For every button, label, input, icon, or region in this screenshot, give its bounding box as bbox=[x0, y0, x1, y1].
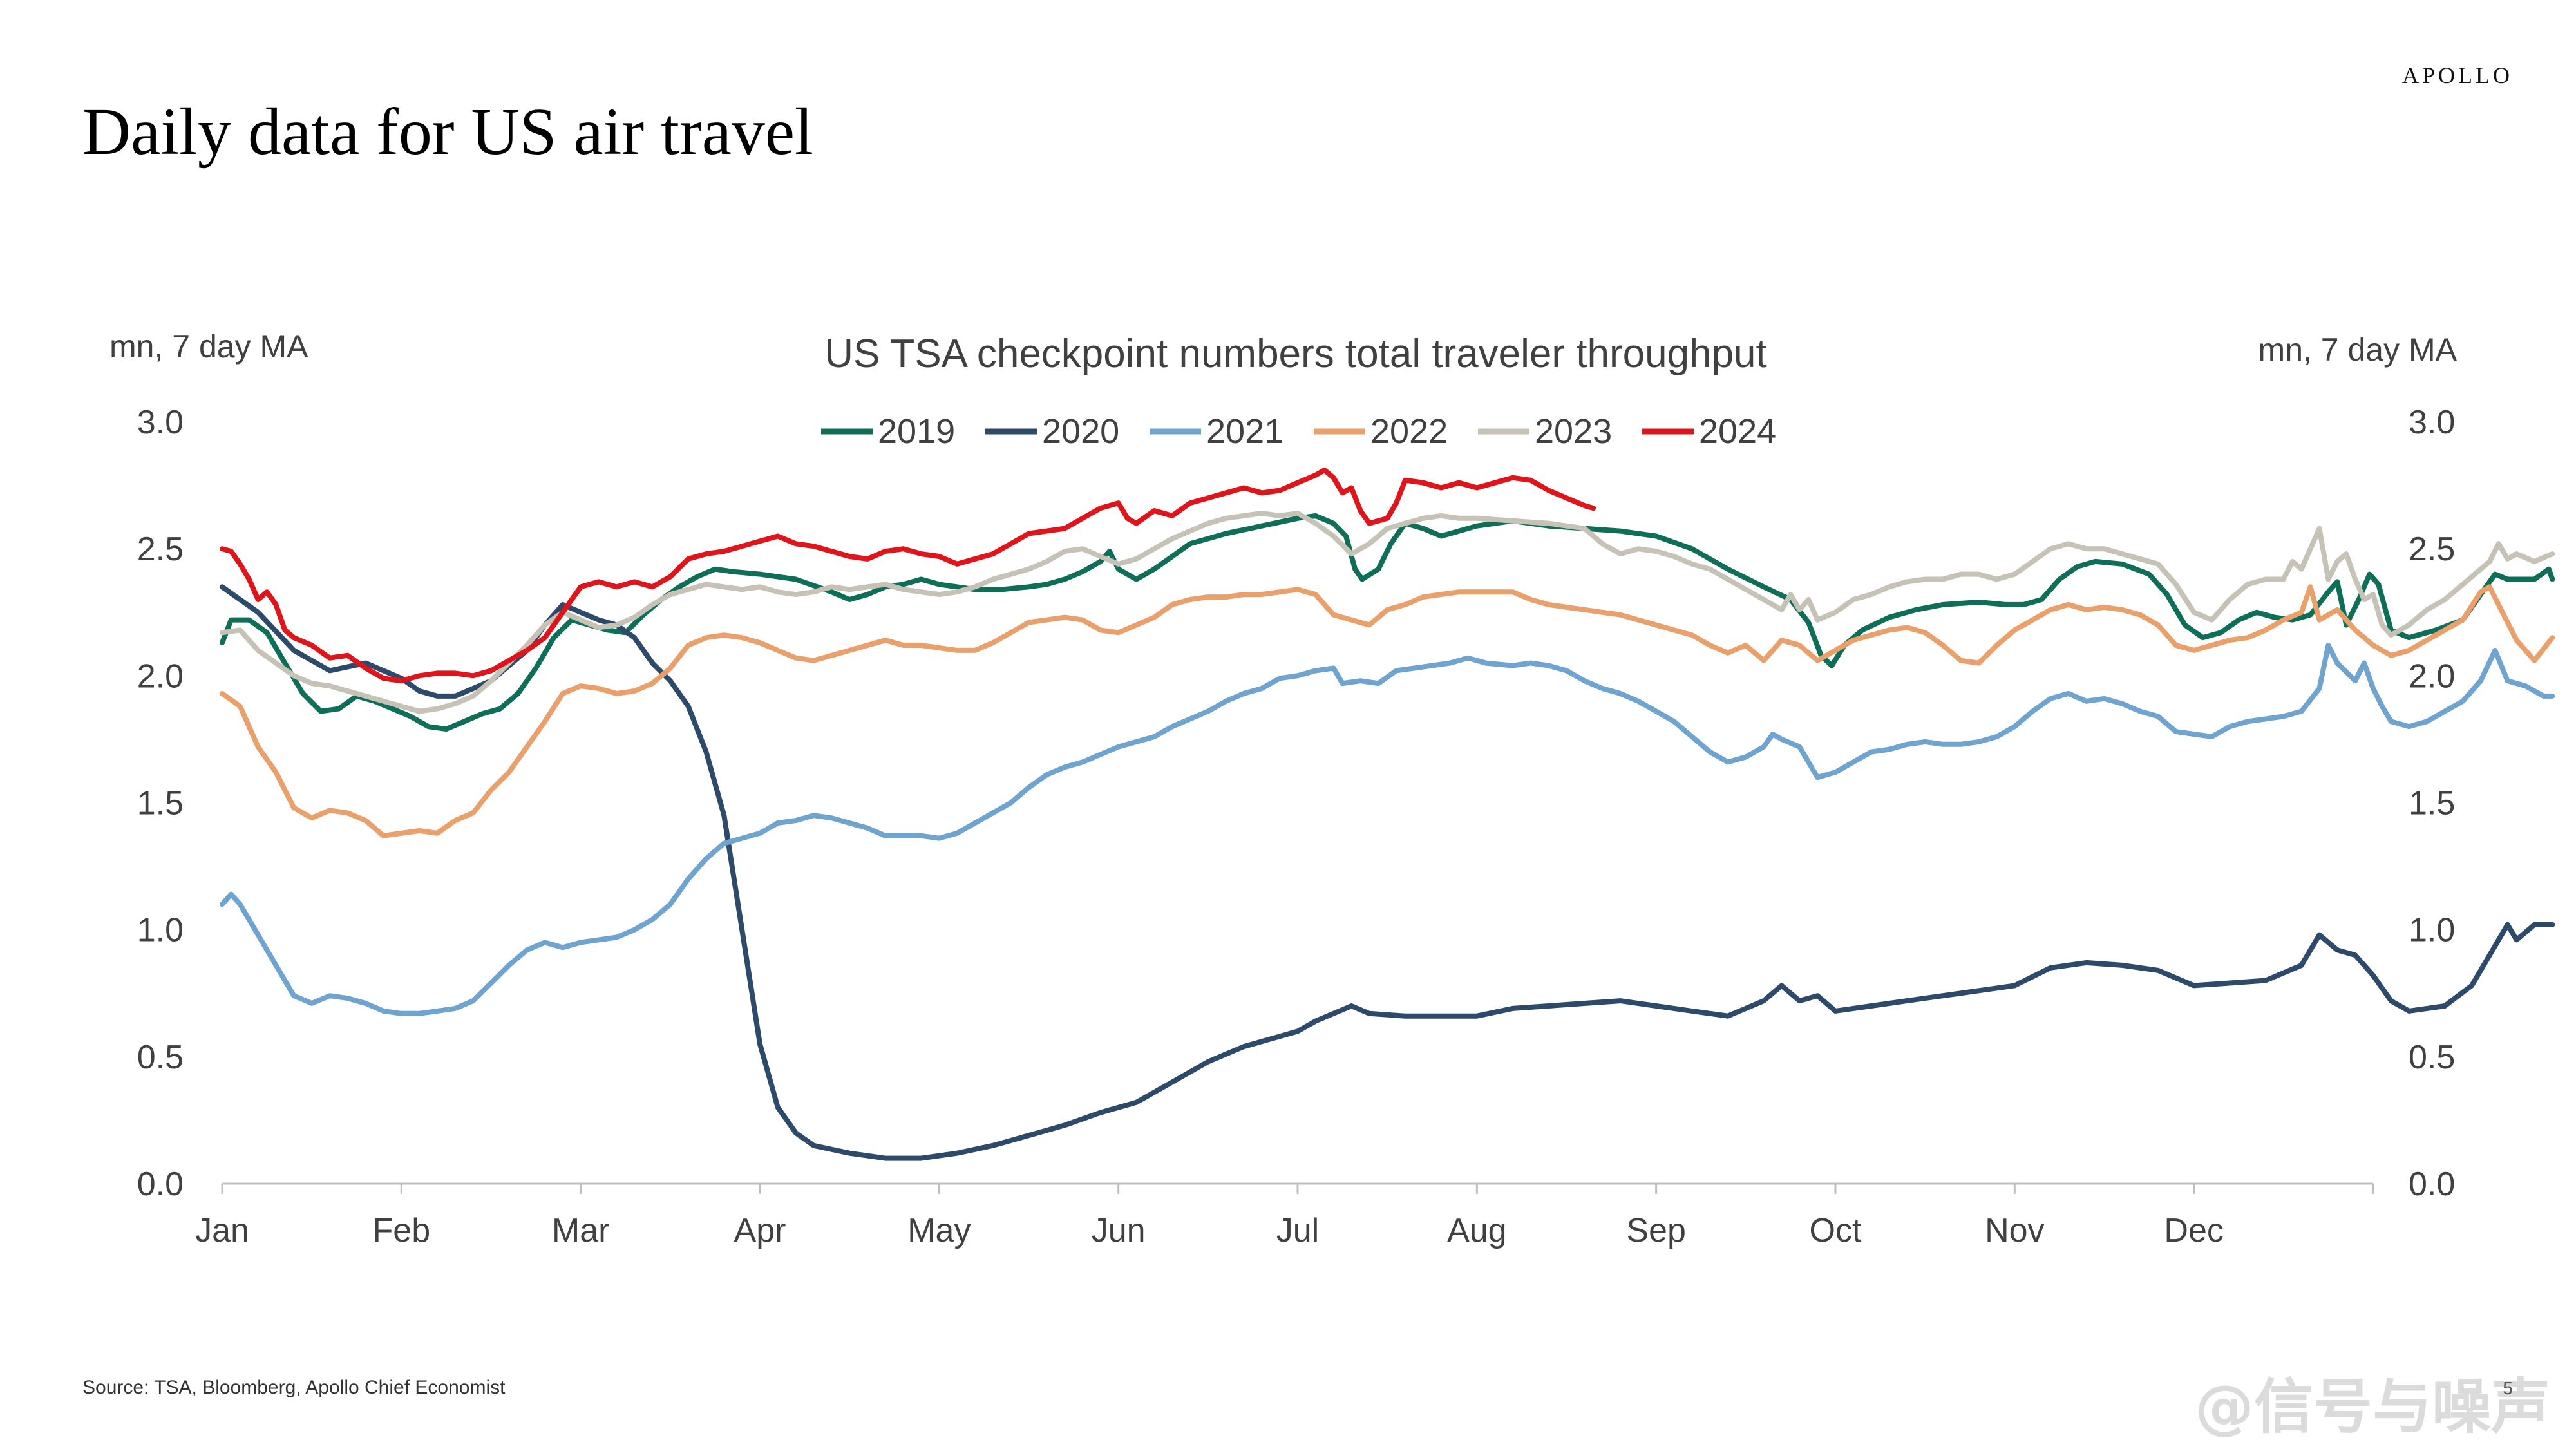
x-tick-label: Oct bbox=[1810, 1212, 1862, 1249]
x-tick-label: May bbox=[907, 1212, 971, 1249]
y-tick-label-right: 1.0 bbox=[2409, 912, 2455, 949]
x-tick-label: Nov bbox=[1985, 1212, 2044, 1249]
y-tick-label-left: 2.5 bbox=[137, 531, 184, 568]
legend-label-2020: 2020 bbox=[1042, 412, 1119, 451]
y-tick-label-right: 2.0 bbox=[2409, 658, 2455, 695]
chart-title: US TSA checkpoint numbers total traveler… bbox=[824, 332, 1767, 376]
series-line-2021 bbox=[220, 643, 2555, 1016]
series-line-2024 bbox=[220, 467, 1596, 684]
series-line-2020 bbox=[220, 584, 2555, 1161]
y-tick-label-right: 1.5 bbox=[2409, 785, 2455, 822]
chart-legend: 2019 2020 2021 2022 2023 2024 bbox=[821, 412, 1776, 451]
y-tick-label-right: 0.0 bbox=[2409, 1166, 2455, 1203]
series-line-2023 bbox=[220, 511, 2555, 714]
chart-series bbox=[220, 467, 2555, 1161]
series-line-2022 bbox=[220, 584, 2555, 838]
y-axis-label-right: mn, 7 day MA bbox=[2259, 332, 2458, 368]
legend-label-2019: 2019 bbox=[878, 412, 955, 451]
x-tick-label: Sep bbox=[1626, 1212, 1686, 1249]
x-tick-label: Jun bbox=[1092, 1212, 1146, 1249]
y-tick-label-right: 3.0 bbox=[2409, 404, 2455, 441]
x-tick-label: Mar bbox=[552, 1212, 610, 1249]
x-tick-label: Jul bbox=[1276, 1212, 1319, 1249]
y-tick-label-left: 2.0 bbox=[137, 658, 184, 695]
legend-label-2021: 2021 bbox=[1206, 412, 1283, 451]
page-number: 5 bbox=[2503, 1378, 2513, 1398]
page-title: Daily data for US air travel bbox=[82, 95, 813, 169]
source-note: Source: TSA, Bloomberg, Apollo Chief Eco… bbox=[82, 1377, 506, 1398]
chart-axes: Jan Feb Mar Apr May Jun Jul Aug Sep Oct Nov Dec 0.0 0… bbox=[137, 404, 2456, 1249]
y-tick-label-left: 3.0 bbox=[137, 404, 184, 441]
x-tick-label: Apr bbox=[734, 1212, 786, 1249]
series-line-2019 bbox=[220, 513, 2555, 732]
legend-label-2023: 2023 bbox=[1535, 412, 1612, 451]
x-tick-label: Dec bbox=[2164, 1212, 2223, 1249]
x-tick-label: Feb bbox=[373, 1212, 431, 1249]
y-tick-label-left: 1.5 bbox=[137, 785, 184, 822]
brand-logo: APOLLO bbox=[2402, 62, 2513, 88]
x-tick-label: Jan bbox=[195, 1212, 249, 1249]
watermark: @信号与噪声 bbox=[2194, 1372, 2550, 1441]
x-tick-label: Aug bbox=[1447, 1212, 1507, 1249]
legend-label-2024: 2024 bbox=[1699, 412, 1776, 451]
y-tick-label-left: 0.5 bbox=[137, 1039, 184, 1076]
y-tick-label-left: 0.0 bbox=[137, 1166, 184, 1203]
y-tick-label-right: 0.5 bbox=[2409, 1039, 2455, 1076]
y-tick-label-left: 1.0 bbox=[137, 912, 184, 949]
y-tick-label-right: 2.5 bbox=[2409, 531, 2455, 568]
legend-label-2022: 2022 bbox=[1370, 412, 1448, 451]
y-axis-label-left: mn, 7 day MA bbox=[109, 328, 308, 365]
